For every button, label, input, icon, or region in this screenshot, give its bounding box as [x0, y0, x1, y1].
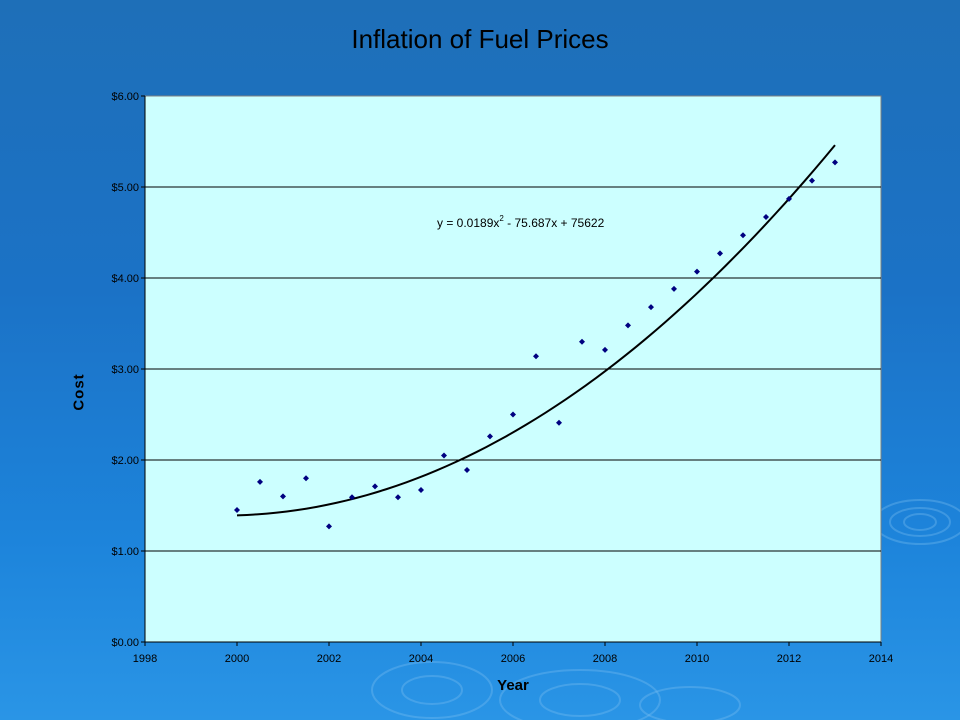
data-point [487, 433, 493, 440]
data-points [234, 159, 838, 530]
x-tick-label: 2000 [225, 653, 249, 665]
y-tick-label: $2.00 [111, 455, 139, 467]
data-point [533, 353, 539, 360]
data-point [832, 159, 838, 166]
y-tick-label: $6.00 [111, 91, 139, 103]
data-point [257, 478, 263, 485]
axes [141, 95, 882, 646]
data-point [694, 268, 700, 275]
data-point [763, 214, 769, 221]
x-tick-label: 2014 [869, 653, 893, 665]
data-point [441, 452, 447, 459]
data-point [303, 475, 309, 482]
x-tick-labels: 1998 2000 2002 2004 2006 2008 2010 2012 2014 [133, 653, 893, 665]
x-tick-label: 2006 [501, 653, 525, 665]
y-tick-label: $1.00 [111, 546, 139, 558]
data-point [464, 467, 470, 474]
y-tick-label: $4.00 [111, 273, 139, 285]
data-point [326, 523, 332, 530]
y-tick-label: $5.00 [111, 182, 139, 194]
data-point [625, 322, 631, 329]
data-point [602, 346, 608, 353]
data-point [418, 487, 424, 494]
data-point [648, 304, 654, 311]
y-axis-label: Cost [70, 373, 88, 411]
data-point [740, 232, 746, 239]
x-tick-label: 2012 [777, 653, 801, 665]
data-point [280, 493, 286, 500]
data-point [349, 494, 355, 501]
trendline-equation: y = 0.0189x2 - 75.687x + 75622 [437, 214, 605, 230]
y-tick-label: $0.00 [111, 637, 139, 649]
y-tick-label: $3.00 [111, 364, 139, 376]
gridlines [145, 186, 881, 552]
data-point [234, 507, 240, 514]
data-point [372, 483, 378, 490]
x-tick-label: 2002 [317, 653, 341, 665]
data-point [809, 177, 815, 184]
data-point [510, 411, 516, 418]
data-point [579, 338, 585, 345]
data-point [671, 285, 677, 292]
x-tick-label: 2004 [409, 653, 433, 665]
x-tick-label: 1998 [133, 653, 157, 665]
y-tick-labels: $0.00 $1.00 $2.00 $3.00 $4.00 $5.00 $6.00 [111, 91, 139, 649]
trendline [236, 144, 836, 517]
x-tick-label: 2008 [593, 653, 617, 665]
chart-title: Inflation of Fuel Prices [351, 24, 609, 54]
data-point [556, 419, 562, 426]
data-point [786, 195, 792, 202]
data-point [717, 250, 723, 257]
x-axis-label: Year [497, 677, 529, 694]
data-point [395, 494, 401, 501]
x-tick-label: 2010 [685, 653, 709, 665]
